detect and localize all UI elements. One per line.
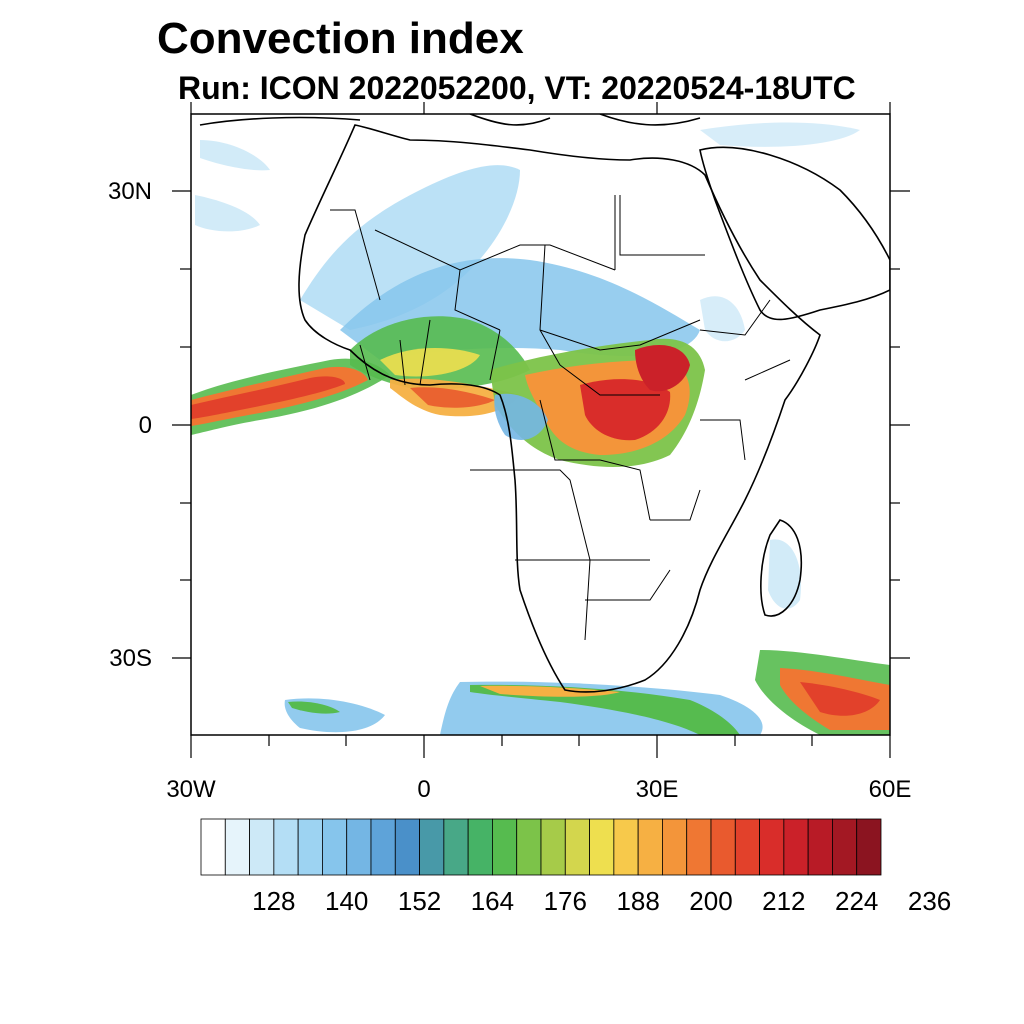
colorbar-box <box>273 818 299 876</box>
lon-label-30e: 30E <box>635 776 679 803</box>
colorbar-label: 176 <box>543 886 587 916</box>
colorbar-box <box>297 818 323 876</box>
guinea-band-red <box>410 387 495 408</box>
atlantic-band-hot <box>191 376 345 419</box>
run-subtitle: Run: ICON 2022052200, VT: 20220524-18UTC <box>178 70 856 106</box>
colorbar-box <box>419 818 445 876</box>
colorbar-box <box>200 818 226 876</box>
colorbar-label: 152 <box>397 886 442 916</box>
colorbar-box <box>613 818 639 876</box>
congo-blue <box>494 393 548 440</box>
lon-label-30w: 30W <box>166 776 216 803</box>
east-africa-core <box>635 345 690 392</box>
convection-fields <box>191 122 890 735</box>
lat-label-0: 0 <box>138 412 152 439</box>
europe-coastline <box>199 114 701 126</box>
country-borders <box>330 195 791 641</box>
south-band-orange <box>480 685 620 697</box>
colorbar-box <box>224 818 250 876</box>
colorbar-box <box>443 818 469 876</box>
colorbar-box <box>710 818 736 876</box>
colorbar-box <box>249 818 275 876</box>
colorbar-label: 200 <box>689 886 733 916</box>
colorbar-box <box>346 818 372 876</box>
colorbar-box <box>467 818 493 876</box>
east-coast-patch <box>700 296 745 342</box>
colorbar-label: 236 <box>907 886 952 916</box>
colorbar-box <box>540 818 566 876</box>
southwest-green <box>288 701 340 714</box>
colorbar-box <box>856 818 882 876</box>
madagascar-coastline <box>760 519 803 617</box>
northwest-patch <box>195 195 260 232</box>
south-indian-hot <box>800 682 880 716</box>
colorbar-box <box>832 818 858 876</box>
colorbar-box <box>516 818 542 876</box>
colorbar-label: 128 <box>252 886 296 916</box>
colorbar-box <box>589 818 615 876</box>
colorbar-box <box>807 818 833 876</box>
south-band-green <box>470 684 740 735</box>
colorbar-label: 164 <box>470 886 515 916</box>
central-africa-core <box>580 379 671 441</box>
colorbar-box <box>686 818 712 876</box>
colorbar-label: 224 <box>835 886 879 916</box>
colorbar-box <box>370 818 396 876</box>
north-patch <box>200 140 270 171</box>
madagascar-patch <box>768 539 801 609</box>
coastlines <box>199 114 890 693</box>
colorbar-box <box>759 818 785 876</box>
lat-label-30n: 30N <box>107 178 152 205</box>
colorbar-box <box>322 818 348 876</box>
colorbar-box <box>637 818 663 876</box>
colorbar-box <box>662 818 688 876</box>
west-africa-yellow <box>380 348 480 377</box>
border-lines <box>330 195 791 641</box>
colorbar-label: 140 <box>325 886 369 916</box>
colorbar-box <box>492 818 518 876</box>
arabia-coastline <box>699 146 890 321</box>
lon-label-60e: 60E <box>868 776 912 803</box>
colorbar <box>200 818 882 876</box>
lon-label-0: 0 <box>417 776 431 803</box>
mideast-patch <box>700 122 860 147</box>
colorbar-box <box>734 818 760 876</box>
colorbar-box <box>394 818 420 876</box>
colorbar-label: 212 <box>762 886 806 916</box>
colorbar-box <box>564 818 590 876</box>
africa-coastline <box>298 124 821 693</box>
page-title: Convection index <box>157 14 524 63</box>
sahara-band-light <box>300 165 520 330</box>
axis-ticks <box>172 102 910 758</box>
colorbar-box <box>783 818 809 876</box>
colorbar-label: 188 <box>616 886 660 916</box>
lat-label-30s: 30S <box>109 645 152 672</box>
